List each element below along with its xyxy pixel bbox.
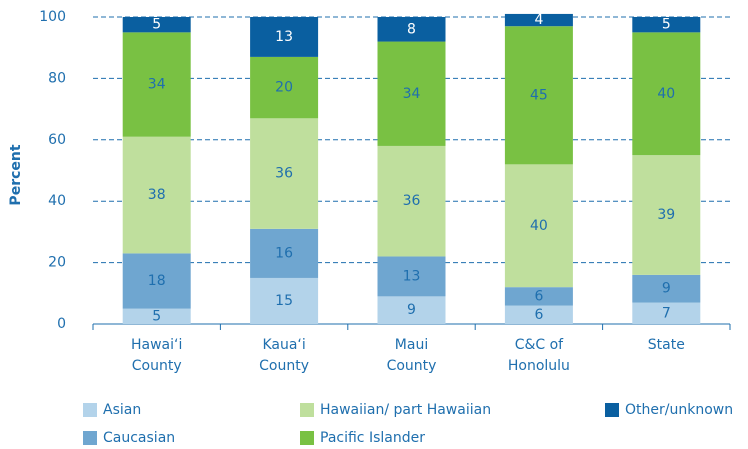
bar-segment	[504, 164, 573, 288]
legend-label: Pacific Islander	[320, 430, 425, 446]
bar-segment	[122, 308, 191, 324]
x-tick-label: County	[259, 358, 309, 374]
bar-segment	[377, 256, 446, 297]
bar-segment	[504, 305, 573, 324]
x-tick-label: Kaua‘i	[262, 337, 305, 353]
bar-segment	[632, 155, 701, 275]
value-label: 39	[657, 207, 675, 223]
bar-segment	[377, 296, 446, 324]
bar-segment	[504, 26, 573, 165]
value-label: 16	[275, 245, 293, 261]
bar-segment	[122, 253, 191, 309]
value-label: 13	[403, 268, 421, 284]
legend-label: Other/unknown	[625, 402, 733, 418]
bar-segment	[122, 136, 191, 254]
value-label: 36	[275, 166, 293, 182]
bar-segment	[377, 41, 446, 146]
x-tick-label: County	[387, 358, 437, 374]
bar-segment	[632, 302, 701, 324]
y-tick-label: 0	[57, 316, 66, 332]
y-tick-label: 80	[48, 70, 66, 86]
y-tick-label: 60	[48, 132, 66, 148]
value-label: 13	[275, 29, 293, 45]
bar-segment	[377, 17, 446, 42]
value-label: 6	[534, 307, 543, 323]
legend-swatch	[83, 431, 97, 445]
value-label: 20	[275, 80, 293, 96]
x-tick-label: Honolulu	[508, 358, 570, 374]
value-label: 7	[662, 305, 671, 321]
bar-segment	[504, 287, 573, 306]
bar-segment	[504, 13, 573, 27]
value-label: 4	[534, 12, 543, 28]
value-label: 36	[403, 193, 421, 209]
x-tick-label: C&C of	[515, 337, 564, 353]
value-label: 40	[657, 86, 675, 102]
x-tick-label: Hawai‘i	[131, 337, 182, 353]
bar-segment	[122, 17, 191, 33]
value-label: 9	[407, 302, 416, 318]
bar-segment	[122, 32, 191, 137]
x-tick-label: County	[132, 358, 182, 374]
bar-segment	[250, 228, 319, 278]
bar-segment	[632, 17, 701, 33]
bar-segment	[632, 32, 701, 156]
value-label: 5	[152, 308, 161, 324]
value-label: 8	[407, 21, 416, 37]
value-label: 34	[148, 77, 166, 93]
x-tick-label: State	[648, 337, 685, 353]
y-tick-label: 20	[48, 255, 66, 271]
legend-swatch	[83, 403, 97, 417]
legend-swatch	[300, 403, 314, 417]
bar-segment	[250, 277, 319, 324]
x-tick-label: Maui	[395, 337, 428, 353]
value-label: 40	[530, 218, 548, 234]
legend-swatch	[605, 403, 619, 417]
bar-segment	[250, 17, 319, 57]
value-label: 38	[148, 187, 166, 203]
y-tick-label: 100	[39, 9, 66, 25]
bar-segment	[632, 274, 701, 303]
value-label: 5	[152, 17, 161, 33]
legend-label: Caucasian	[103, 430, 175, 446]
legend-label: Hawaiian/ part Hawaiian	[320, 402, 491, 418]
bar-segment	[250, 118, 319, 229]
value-label: 34	[403, 86, 421, 102]
bar-segment	[250, 56, 319, 119]
bar-segment	[377, 145, 446, 257]
value-label: 9	[662, 281, 671, 297]
y-axis-label: Percent	[8, 144, 24, 205]
value-label: 15	[275, 293, 293, 309]
value-label: 5	[662, 17, 671, 33]
legend-swatch	[300, 431, 314, 445]
value-label: 18	[148, 273, 166, 289]
value-label: 45	[530, 87, 548, 103]
value-label: 6	[534, 288, 543, 304]
y-tick-label: 40	[48, 193, 66, 209]
legend-label: Asian	[103, 402, 141, 418]
